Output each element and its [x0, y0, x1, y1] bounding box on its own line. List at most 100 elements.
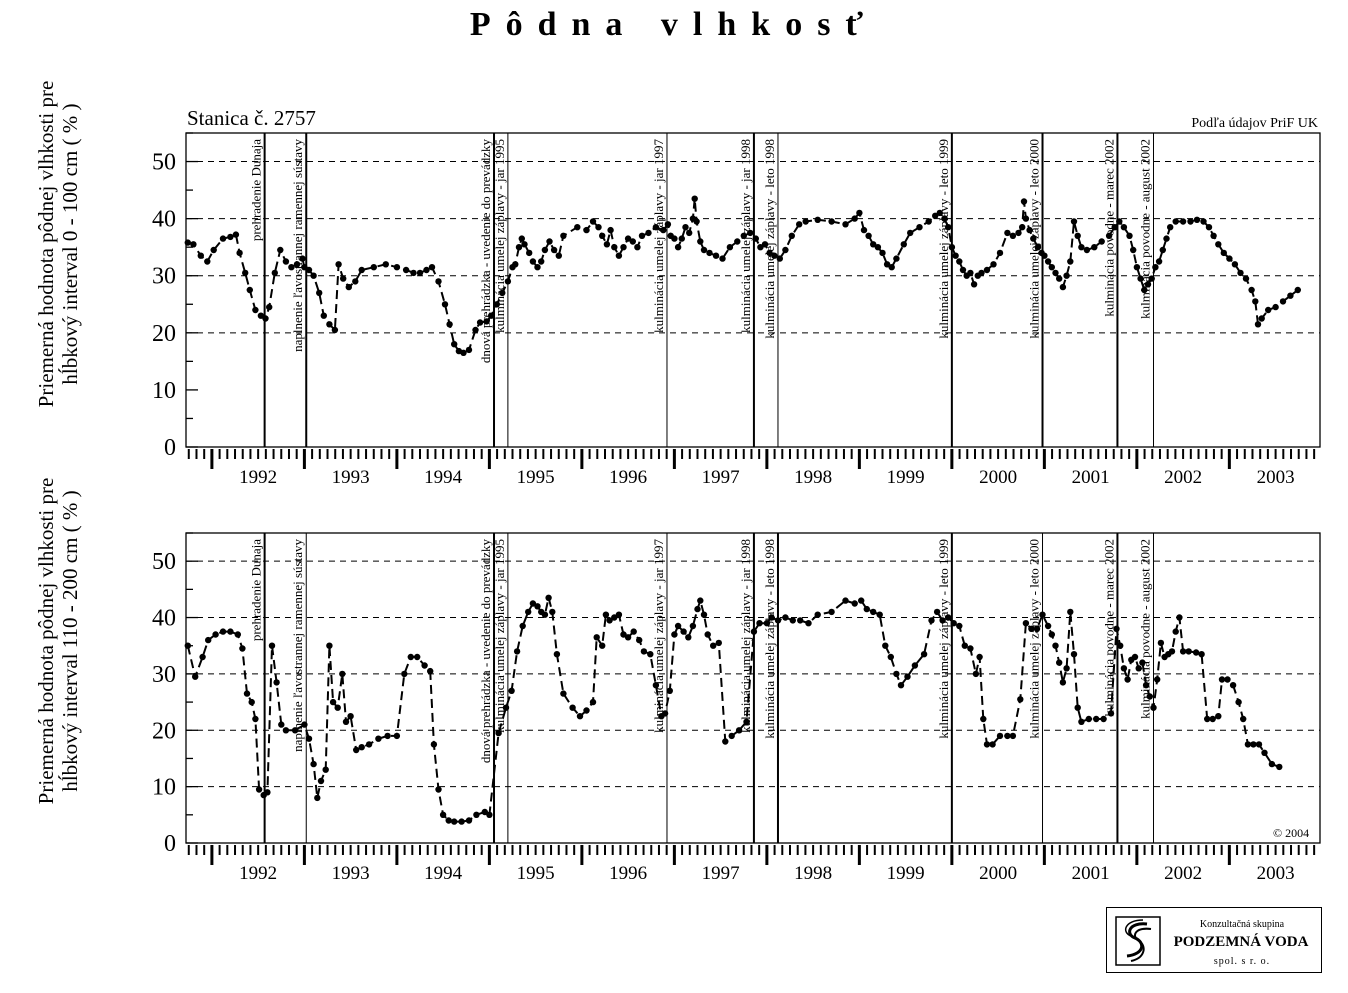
data-point [560, 690, 567, 697]
data-point [347, 713, 354, 720]
data-point [697, 597, 704, 604]
data-point [1044, 622, 1052, 630]
data-point [712, 252, 720, 259]
data-point [1254, 321, 1262, 328]
data-point [996, 249, 1004, 257]
data-point [939, 617, 946, 624]
data-point [603, 241, 611, 248]
data-point [199, 653, 206, 661]
data-point [920, 651, 928, 658]
x-tick-label: 1996 [609, 863, 647, 884]
event-label: prehradenie Dunaja [249, 139, 264, 241]
data-point [715, 639, 722, 647]
data-point [334, 704, 341, 711]
data-point [1244, 741, 1252, 748]
data-point [445, 817, 452, 824]
data-point [1209, 715, 1216, 723]
data-point [593, 634, 600, 641]
data-point [210, 246, 217, 254]
data-point [879, 249, 886, 257]
data-point [638, 232, 646, 239]
event-label: kulminácia povodne - august 2002 [1138, 539, 1153, 719]
data-point [700, 611, 708, 618]
data-point [1056, 659, 1063, 666]
data-point [1052, 642, 1059, 649]
data-point [190, 241, 197, 248]
data-point [1226, 255, 1233, 262]
data-point [682, 224, 689, 231]
event-label: naplnenie ľavostrannej ramennej sústavy [290, 139, 305, 352]
event-label: kulminácia umelej záplavy - leto 1999 [936, 539, 951, 739]
data-point [640, 648, 648, 655]
data-point [1215, 713, 1222, 720]
x-tick-label: 1999 [887, 863, 925, 884]
data-point [647, 651, 654, 658]
x-tick-label: 2003 [1257, 863, 1295, 884]
data-point [948, 244, 956, 251]
data-point [1093, 715, 1100, 723]
data-point [1074, 232, 1081, 239]
data-point [1083, 246, 1091, 254]
data-point [1067, 258, 1074, 265]
data-point [553, 651, 561, 658]
data-point [1255, 741, 1263, 748]
data-point [305, 735, 313, 742]
data-point [911, 662, 919, 669]
data-point [358, 744, 365, 751]
data-point [620, 244, 627, 251]
data-point [1124, 676, 1131, 683]
data-point [814, 611, 821, 618]
data-point [435, 278, 442, 285]
data-point [1167, 224, 1174, 231]
company-logo-icon [1115, 916, 1161, 966]
data-point [870, 241, 877, 248]
data-point [526, 249, 533, 257]
data-point [1179, 648, 1187, 655]
data-point [771, 252, 778, 259]
data-point [693, 218, 700, 225]
data-point [589, 698, 597, 706]
data-point [1276, 763, 1283, 771]
data-point [1048, 631, 1056, 638]
data-point [486, 811, 493, 818]
data-point [734, 238, 741, 245]
data-point [1229, 682, 1237, 689]
data-point [410, 269, 417, 277]
data-point [1176, 614, 1183, 621]
data-point [301, 264, 308, 271]
data-point [768, 614, 775, 621]
data-point [1113, 625, 1120, 632]
data-point [615, 611, 623, 618]
data-point [1020, 198, 1028, 205]
data-point [976, 653, 983, 661]
data-point [546, 238, 553, 245]
data-point [583, 707, 590, 714]
soil-moisture-chart-110-200cm: 0 10 20 30 40 50 1992 1993 1994 1995 1996 1997 1998 1… [152, 532, 1321, 884]
data-point [893, 670, 900, 678]
data-point [680, 628, 687, 635]
data-point [1152, 264, 1159, 271]
x-tick-label: 2003 [1257, 467, 1295, 488]
data-point [550, 246, 558, 254]
data-point [706, 249, 713, 257]
data-point [624, 634, 632, 641]
data-point [1187, 218, 1194, 225]
data-point [887, 653, 894, 661]
logo-legal-form: spol. s r. o. [1213, 956, 1271, 967]
data-point [671, 235, 678, 242]
data-point [1100, 715, 1107, 723]
data-point [1120, 665, 1128, 672]
data-point [1268, 760, 1276, 768]
data-point [652, 682, 660, 689]
data-point [529, 258, 537, 265]
data-point [740, 232, 747, 239]
data-point [508, 687, 515, 694]
data-point [320, 312, 327, 319]
data-point [606, 617, 613, 624]
data-point [750, 628, 758, 635]
data-point [423, 266, 430, 274]
y-tick-label: 20 [152, 718, 176, 744]
y-tick-label: 0 [164, 831, 176, 857]
data-point [674, 622, 682, 630]
data-point [339, 670, 346, 678]
